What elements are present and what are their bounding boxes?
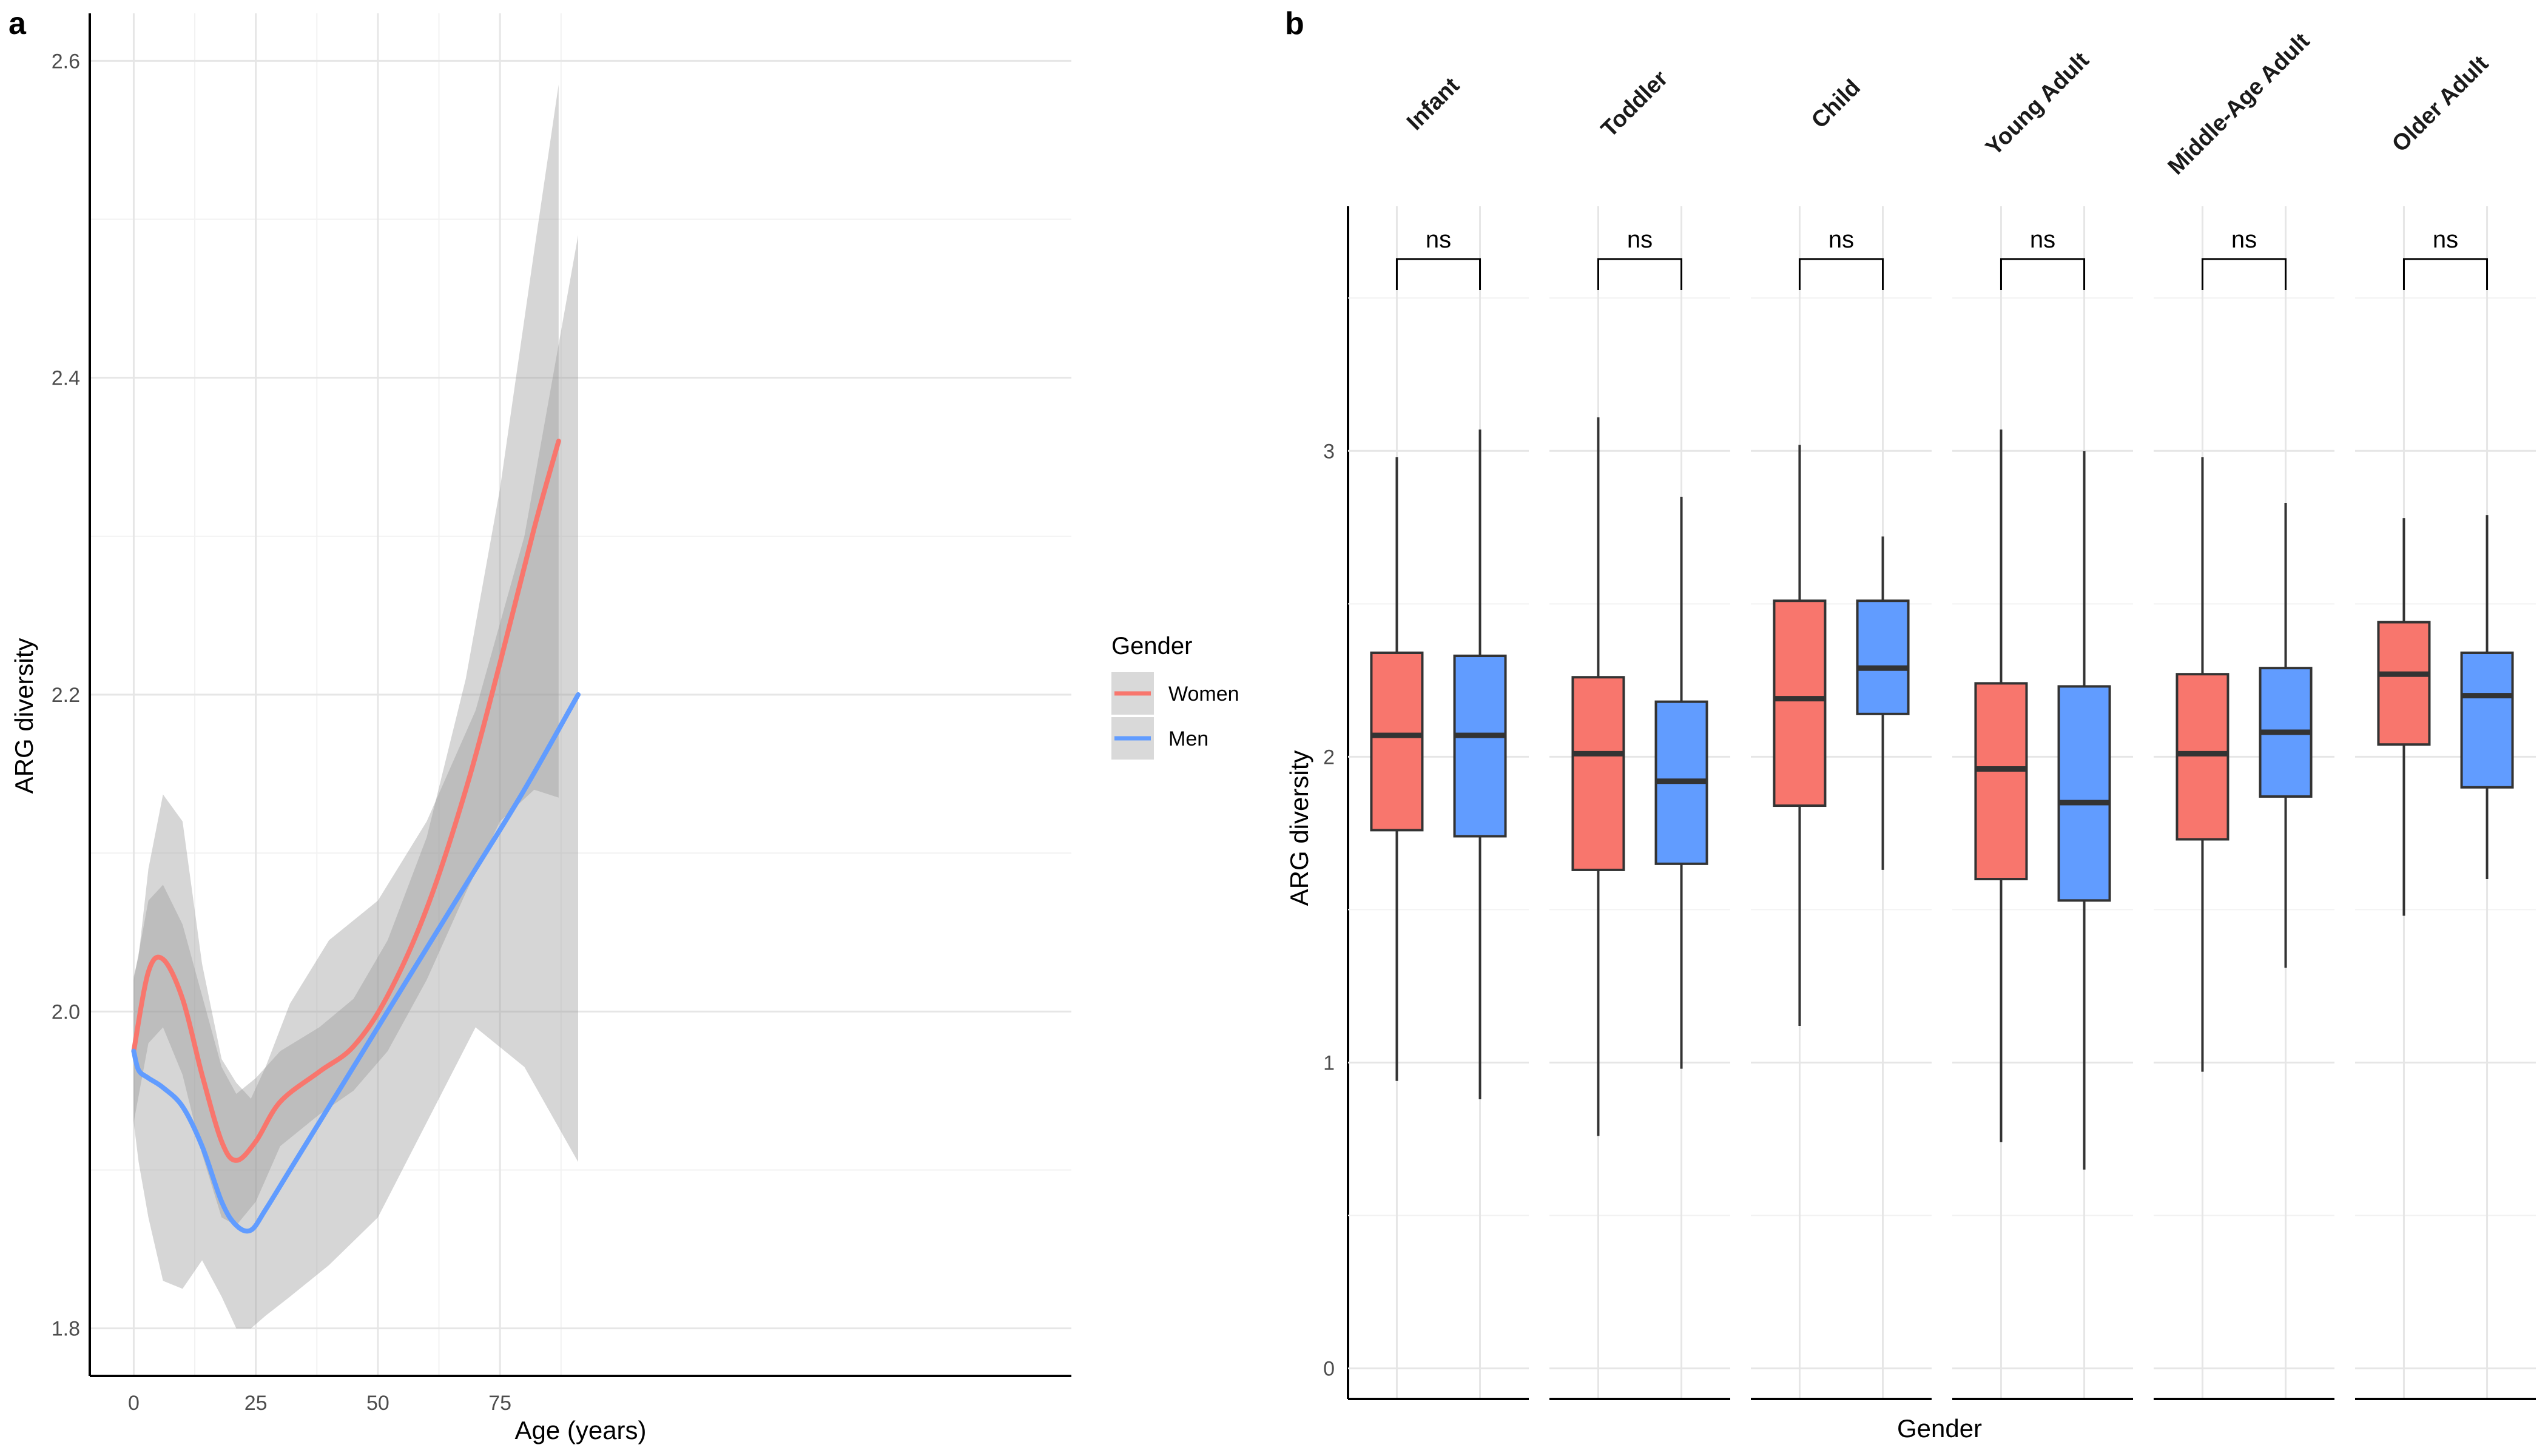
facet-strip-label: Toddler	[1596, 66, 1673, 142]
facet-infant: Infant ns	[1348, 73, 1529, 1400]
confidence-band-women	[133, 84, 559, 1225]
facet-child: Child ns	[1751, 75, 1932, 1400]
box-women	[1974, 429, 2028, 1142]
panel-b-y-axis-title: ARG diversity	[1285, 750, 1313, 906]
significance-bracket	[1395, 258, 1481, 290]
box-women	[1370, 457, 1424, 1081]
series-line-women	[131, 439, 561, 1163]
facet-strip-label: Child	[1807, 75, 1866, 133]
significance-label: ns	[2030, 226, 2055, 253]
facet-middle-age-adult: Middle-Age Adult ns	[2154, 28, 2334, 1400]
box-body	[1773, 599, 1827, 807]
y-tick-label: 1	[1323, 1051, 1335, 1074]
box-men	[2259, 502, 2313, 968]
y-tick-label: 2	[1323, 746, 1335, 769]
significance-label: ns	[2231, 226, 2257, 253]
significance-label: ns	[1828, 226, 1854, 253]
legend-label-men: Men	[1168, 727, 1208, 750]
y-tick-label: 1.8	[52, 1318, 80, 1341]
panel-a-confidence-bands	[133, 84, 578, 1329]
significance-bracket	[2402, 258, 2489, 290]
panel-a-grid	[90, 13, 1071, 1376]
box-body	[1453, 655, 1507, 838]
box-women	[2176, 457, 2230, 1072]
facet-strip-label: Infant	[1402, 73, 1464, 135]
facet-strip-label: Middle-Age Adult	[2163, 28, 2315, 180]
box-body	[2377, 621, 2431, 746]
box-men	[1654, 496, 1708, 1069]
panel-b-tick-labels: 0 1 2 3	[1323, 440, 1335, 1380]
y-tick-label: 2.2	[52, 684, 80, 707]
box-body	[2176, 673, 2230, 841]
box-women	[2377, 518, 2431, 916]
panel-a-x-axis-title: Age (years)	[514, 1416, 646, 1444]
facet-strip-label: Older Adult	[2387, 51, 2493, 157]
box-men	[1856, 536, 1910, 870]
significance-bracket	[2201, 258, 2287, 290]
facet-young-adult: Young Adult ns	[1952, 47, 2133, 1400]
significance-bracket	[1597, 258, 1683, 290]
x-tick-label: 25	[244, 1392, 268, 1415]
box-women	[1773, 445, 1827, 1026]
significance-label: ns	[1426, 226, 1451, 253]
series-line-men	[131, 692, 581, 1234]
box-men	[2460, 515, 2514, 880]
panel-a-tick-labels: 0 25 50 75 1.8 2.0 2.2 2.4 2.6	[52, 50, 511, 1415]
panel-label-a: a	[8, 6, 27, 41]
box-body	[1974, 682, 2028, 881]
facet-toddler: Toddler ns	[1549, 66, 1730, 1400]
panel-a-series-lines	[131, 439, 581, 1234]
x-tick-label: 75	[488, 1392, 511, 1415]
box-body	[2460, 651, 2514, 789]
panel-a-y-axis-title: ARG diversity	[10, 638, 38, 794]
x-tick-label: 50	[366, 1392, 389, 1415]
y-tick-label: 2.4	[52, 367, 80, 390]
box-men	[1453, 429, 1507, 1099]
facet-strip-label: Young Adult	[1981, 47, 2094, 161]
panel-label-b: b	[1285, 6, 1304, 41]
y-tick-label: 0	[1323, 1358, 1335, 1381]
significance-label: ns	[1627, 226, 1653, 253]
box-men	[2057, 451, 2111, 1170]
box-body	[2057, 685, 2111, 902]
legend-label-women: Women	[1168, 682, 1239, 706]
panel-b-x-axis-title: Gender	[1897, 1414, 1982, 1443]
legend-title: Gender	[1111, 633, 1192, 659]
y-tick-label: 3	[1323, 440, 1335, 463]
significance-bracket	[1798, 258, 1884, 290]
box-body	[1856, 599, 1910, 715]
box-women	[1571, 417, 1625, 1136]
legend: Gender Women Men	[1111, 633, 1239, 760]
box-body	[1370, 651, 1424, 832]
facet-older-adult: Older Adult ns	[2355, 51, 2536, 1400]
y-tick-label: 2.0	[52, 1000, 80, 1023]
significance-bracket	[2000, 258, 2086, 290]
panel-a: a 0 25 50 75 1.8 2.0 2.2 2.4 2.6 Age (years) ARG…	[8, 6, 1239, 1444]
significance-label: ns	[2433, 226, 2458, 253]
x-tick-label: 0	[128, 1392, 140, 1415]
panel-a-axes	[89, 13, 1071, 1377]
confidence-band-men	[133, 235, 578, 1329]
y-tick-label: 2.6	[52, 50, 80, 73]
box-body	[1571, 676, 1625, 871]
